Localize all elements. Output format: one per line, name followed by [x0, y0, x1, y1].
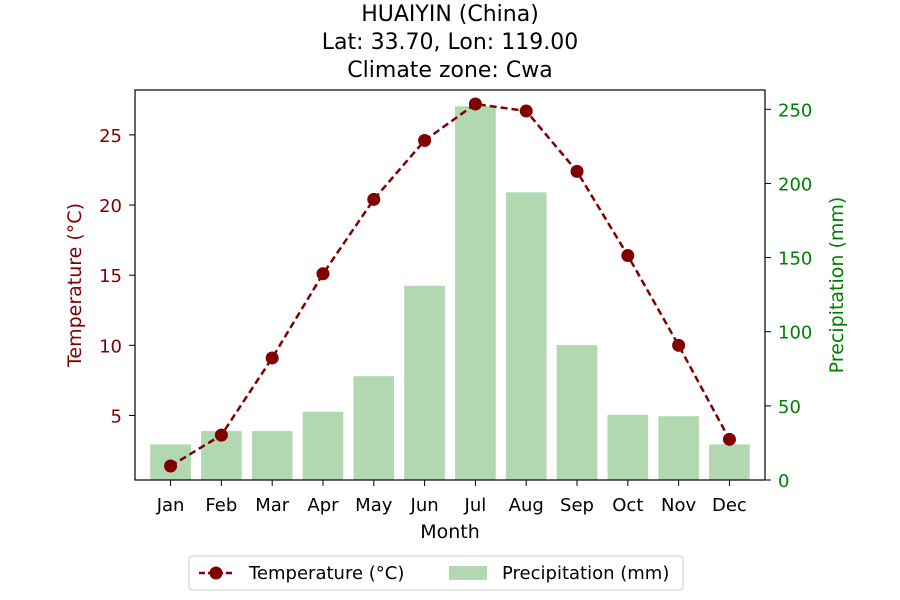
temperature-tick-label-20: 20: [99, 196, 122, 217]
temperature-series: [164, 97, 736, 473]
temperature-tick-label-10: 10: [99, 336, 122, 357]
left-axis-label: Temperature (°C): [64, 203, 86, 368]
precipitation-bar-aug: [505, 192, 547, 480]
legend-box: [188, 555, 684, 591]
temperature-point-jan: [164, 459, 178, 473]
month-tick-label-apr: Apr: [307, 495, 339, 516]
chart-title-line-3: Climate zone: Cwa: [347, 58, 552, 83]
legend-precipitation-swatch: [449, 566, 487, 580]
month-tick-label-sep: Sep: [560, 495, 594, 516]
precipitation-tick-label-0: 0: [778, 471, 789, 492]
month-axis: Jan Feb Mar Apr May Jun Jul Aug Sep Oct Nov Dec: [156, 480, 747, 516]
month-tick-label-dec: Dec: [712, 495, 747, 516]
month-tick-label-jul: Jul: [464, 495, 487, 516]
chart-title-line-1: HUAIYIN (China): [361, 2, 539, 27]
precipitation-bar-jul: [455, 106, 496, 480]
precipitation-bar-dec: [709, 444, 750, 480]
precipitation-bar-oct: [607, 414, 649, 480]
precipitation-axis: 0 50 100 150 200 250: [765, 100, 812, 492]
precipitation-tick-label-100: 100: [778, 323, 812, 344]
legend-precipitation-label: Precipitation (mm): [502, 563, 669, 584]
temperature-tick-label-15: 15: [99, 266, 122, 287]
legend-temperature-label: Temperature (°C): [248, 563, 404, 584]
month-tick-label-feb: Feb: [205, 495, 237, 516]
month-tick-label-aug: Aug: [509, 495, 544, 516]
temperature-point-feb: [214, 428, 228, 442]
temperature-point-nov: [672, 338, 686, 352]
legend: Temperature (°C) Precipitation (mm): [188, 555, 684, 591]
temperature-point-jun: [418, 134, 432, 148]
month-tick-label-jan: Jan: [156, 495, 185, 516]
precipitation-bars: [150, 106, 750, 480]
temperature-tick-label-25: 25: [99, 126, 122, 147]
precipitation-bar-jun: [404, 285, 445, 480]
precipitation-bar-mar: [251, 431, 293, 480]
precipitation-bar-nov: [658, 416, 699, 480]
plot-frame: [134, 89, 766, 481]
temperature-point-may: [367, 192, 381, 206]
right-axis-label: Precipitation (mm): [826, 197, 848, 374]
month-tick-label-jun: Jun: [410, 495, 439, 516]
precipitation-bar-apr: [302, 411, 344, 480]
month-tick-label-mar: Mar: [255, 495, 290, 516]
temperature-point-dec: [722, 432, 736, 446]
precipitation-bar-sep: [556, 345, 598, 480]
temperature-point-apr: [316, 267, 330, 281]
month-tick-label-may: May: [355, 495, 393, 516]
x-axis-label: Month: [420, 521, 480, 543]
precipitation-tick-label-150: 150: [778, 249, 812, 270]
precipitation-bar-may: [353, 376, 395, 480]
precipitation-tick-label-250: 250: [778, 100, 812, 121]
precipitation-tick-label-50: 50: [778, 397, 801, 418]
temperature-point-aug: [519, 104, 533, 118]
temperature-point-oct: [621, 249, 635, 263]
chart-title: HUAIYIN (China) Lat: 33.70, Lon: 119.00 …: [322, 2, 578, 83]
temperature-point-jul: [468, 97, 482, 111]
temperature-axis: 5 10 15 20 25: [99, 126, 135, 427]
temperature-point-mar: [265, 351, 279, 365]
legend-temperature-marker: [209, 566, 223, 580]
precipitation-tick-label-200: 200: [778, 174, 812, 195]
month-tick-label-oct: Oct: [612, 495, 643, 516]
temperature-point-sep: [570, 164, 584, 178]
temperature-tick-label-5: 5: [111, 406, 122, 427]
temperature-line: [169, 102, 731, 468]
chart-title-line-2: Lat: 33.70, Lon: 119.00: [322, 30, 578, 55]
month-tick-label-nov: Nov: [661, 495, 696, 516]
